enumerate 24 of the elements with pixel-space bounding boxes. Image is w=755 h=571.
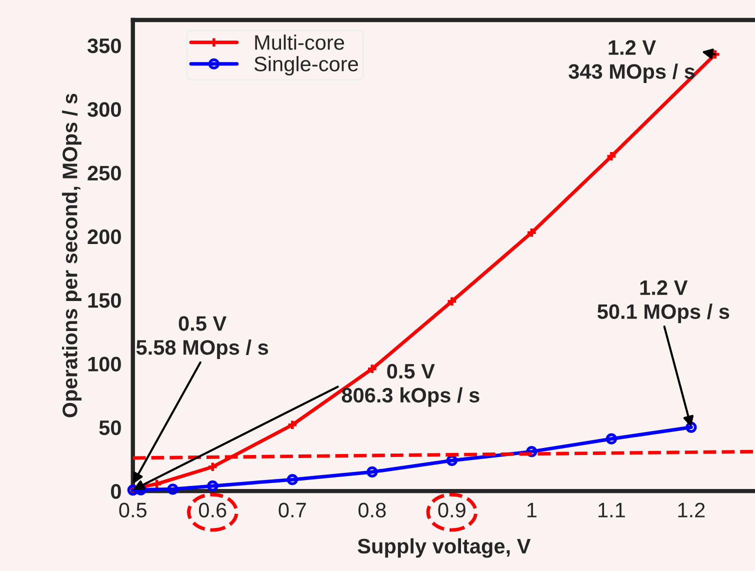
- legend-label: Single-core: [254, 56, 358, 76]
- x-tick-label: 0.7: [278, 502, 306, 518]
- x-tick-label: 1.2: [678, 502, 705, 518]
- y-tick-label: 250: [88, 166, 121, 181]
- annotation: 1.2 V 343 MOps / s: [568, 40, 695, 83]
- y-tick-label: 350: [87, 38, 121, 54]
- y-axis-title: Operations per second, MOps / s: [62, 94, 82, 418]
- annotation: 0.5 V 806.3 kOps / s: [342, 364, 480, 407]
- x-tick-label: 1.1: [598, 502, 625, 518]
- x-tick-label: 0.5: [119, 502, 146, 518]
- legend-label: Multi-core: [255, 34, 344, 50]
- annotation: 0.5 V 5.58 MOps / s: [136, 316, 268, 359]
- y-tick-label: 0: [111, 484, 121, 499]
- y-tick-label: 200: [88, 229, 121, 244]
- x-tick-label: 0.9: [438, 502, 466, 518]
- x-tick-label: 0.6: [198, 502, 226, 518]
- x-axis-title: Supply voltage, V: [358, 538, 531, 558]
- x-tick-label: 0.8: [358, 502, 386, 518]
- y-tick-label: 150: [88, 293, 121, 308]
- y-tick-label: 100: [88, 356, 121, 372]
- y-tick-label: 50: [99, 420, 121, 436]
- annotation: 1.2 V 50.1 MOps / s: [597, 280, 730, 324]
- x-tick-label: 1: [527, 502, 536, 518]
- y-tick-label: 300: [87, 102, 121, 117]
